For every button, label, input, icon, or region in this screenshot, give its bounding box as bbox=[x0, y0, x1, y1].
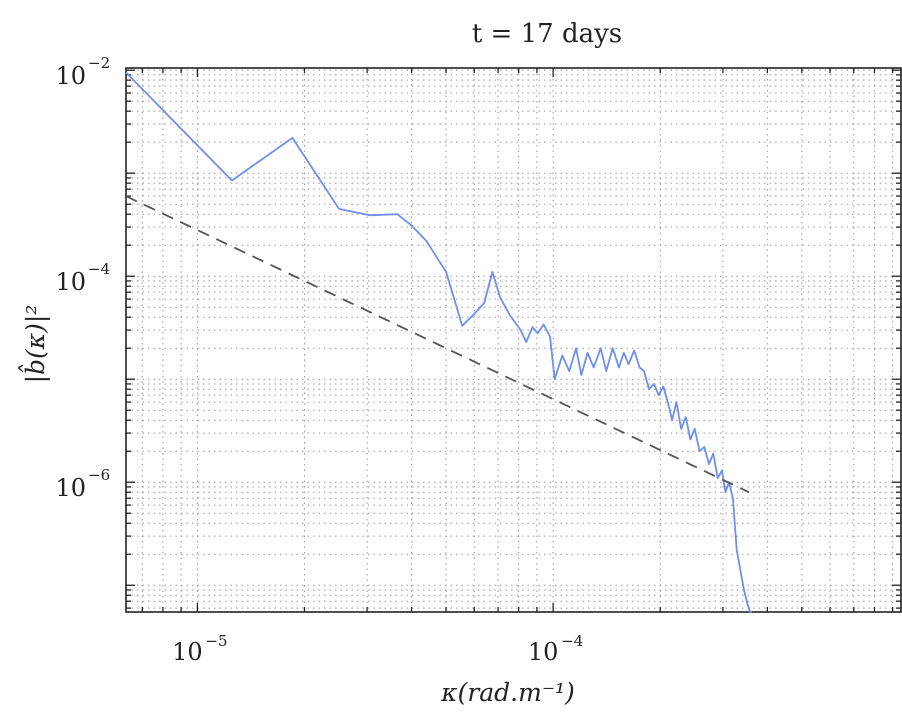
series-group bbox=[125, 71, 752, 613]
y-axis-label: |b̂(κ)|² bbox=[19, 305, 51, 384]
x-tick-label: 10 bbox=[528, 638, 559, 666]
reference-slope-line bbox=[125, 195, 750, 494]
plot-frame bbox=[125, 67, 902, 613]
axis-ticks bbox=[126, 68, 901, 612]
y-tick-label: 10 bbox=[55, 62, 86, 90]
y-tick-label: 10 bbox=[55, 474, 86, 502]
grid-lines bbox=[126, 68, 901, 612]
x-tick-label: 10 bbox=[172, 638, 203, 666]
spectrum-line bbox=[125, 71, 752, 613]
x-axis-label: κ(rad.m⁻¹) bbox=[440, 678, 575, 707]
y-tick-label: 10 bbox=[55, 268, 86, 296]
x-tick-label-exponent: −4 bbox=[561, 632, 583, 650]
y-tick-label-exponent: −4 bbox=[88, 260, 110, 278]
y-tick-label-exponent: −2 bbox=[88, 54, 110, 72]
tick-labels: 10 −5 10 −410 −210 −410 −6 bbox=[55, 54, 583, 666]
chart-title: t = 17 days bbox=[472, 19, 622, 49]
y-tick-label-exponent: −6 bbox=[88, 466, 110, 484]
x-tick-label-exponent: −5 bbox=[205, 632, 227, 650]
